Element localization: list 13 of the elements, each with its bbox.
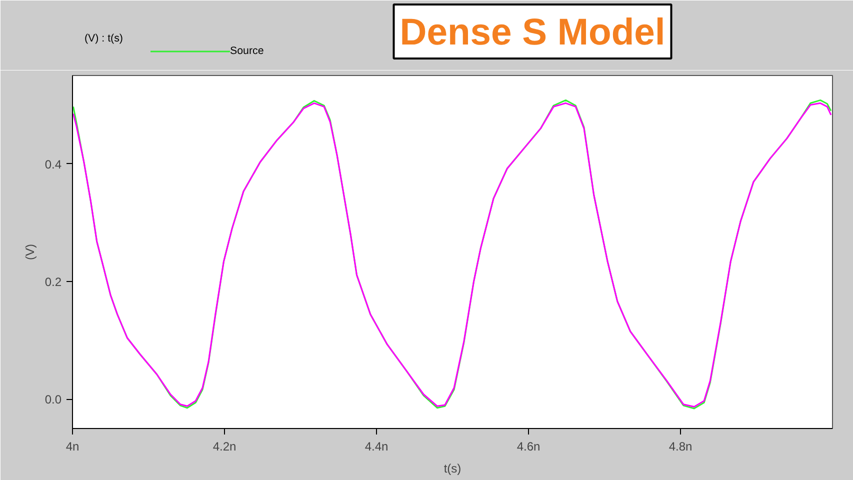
chart-title: Dense S Model (400, 10, 666, 52)
y-tick-label: 0.4 (44, 157, 62, 172)
y-tick-label: 0.0 (44, 392, 62, 407)
y-tick-label: 0.2 (44, 274, 62, 289)
x-axis-title: t(s) (444, 462, 462, 476)
x-tick-label: 4.8n (668, 440, 692, 454)
x-tick-label: 4.4n (364, 440, 388, 454)
x-tick-label: 4n (66, 440, 80, 454)
x-tick-label: 4.6n (516, 440, 540, 454)
text: Source (230, 44, 264, 58)
legend-title: (V) : t(s) (84, 32, 123, 44)
y-axis-title: (V) (22, 244, 37, 260)
x-tick-label: 4.2n (212, 440, 236, 454)
